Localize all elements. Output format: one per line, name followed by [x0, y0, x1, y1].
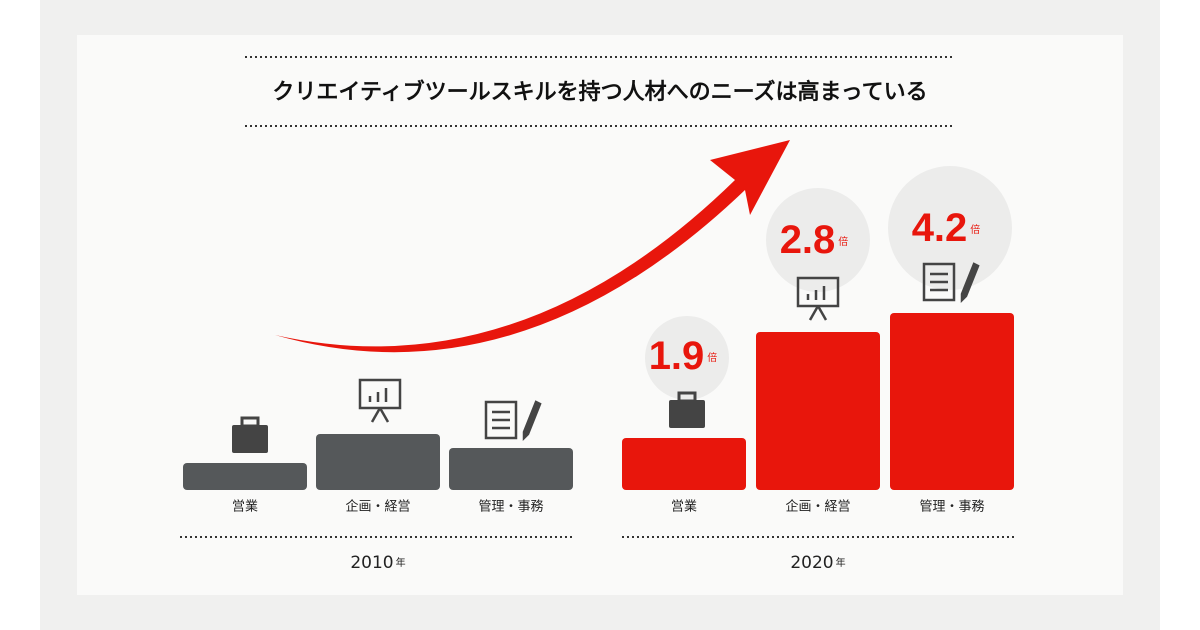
presentation-icon: [358, 378, 402, 423]
multiplier-value: 2.8: [780, 218, 836, 262]
category-label: 営業: [232, 499, 258, 515]
category-label: 企画・経営: [785, 499, 850, 515]
bar: [316, 434, 440, 490]
bar: [756, 332, 880, 490]
category-label: 管理・事務: [478, 500, 543, 515]
category-label: 営業: [671, 499, 697, 515]
year-label: 2020 年: [790, 553, 845, 573]
multiplier: 2.8 倍: [780, 218, 849, 262]
badge: [645, 316, 729, 400]
briefcase-icon: [669, 391, 705, 428]
multiplier-unit: 倍: [707, 351, 717, 364]
category-label: 管理・事務: [919, 500, 984, 515]
badge: [766, 188, 870, 292]
year: 2020: [790, 553, 833, 573]
notepad-icon: [922, 262, 980, 304]
year-label: 2010 年: [350, 553, 405, 573]
briefcase-icon: [232, 416, 268, 453]
bar: [890, 313, 1014, 490]
category-label: 企画・経営: [345, 499, 410, 515]
bar: [622, 438, 746, 490]
year: 2010: [350, 553, 393, 573]
multiplier-unit: 倍: [838, 235, 848, 248]
multiplier-value: 4.2: [912, 206, 968, 250]
growth-arrow: [275, 140, 790, 353]
bar: [449, 448, 573, 490]
presentation-icon: [796, 276, 840, 321]
year-unit: 年: [396, 556, 406, 569]
multiplier-value: 1.9: [649, 334, 705, 378]
multiplier-unit: 倍: [970, 223, 980, 236]
bar: [183, 463, 307, 490]
notepad-icon: [484, 400, 542, 442]
year-unit: 年: [836, 556, 846, 569]
multiplier: 1.9 倍: [649, 334, 718, 378]
badge: [888, 166, 1012, 290]
multiplier: 4.2 倍: [912, 206, 981, 250]
title: クリエイティブツールスキルを持つ人材へのニーズは高まっている: [272, 79, 927, 105]
